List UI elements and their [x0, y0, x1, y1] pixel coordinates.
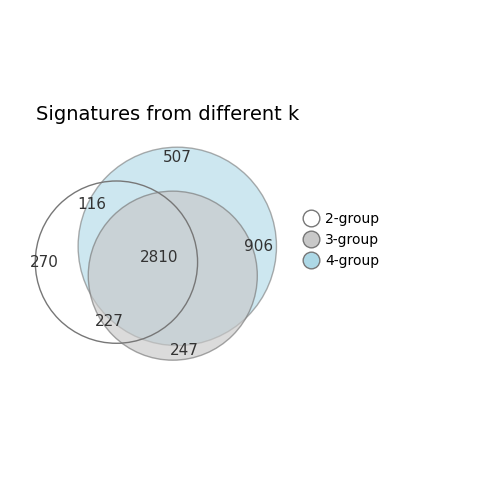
Text: 906: 906	[244, 239, 273, 254]
Legend: 2-group, 3-group, 4-group: 2-group, 3-group, 4-group	[304, 212, 380, 268]
Text: 507: 507	[163, 150, 192, 165]
Circle shape	[88, 191, 258, 360]
Text: 247: 247	[170, 343, 199, 357]
Text: 2810: 2810	[140, 250, 178, 265]
Text: 270: 270	[30, 255, 59, 270]
Text: 227: 227	[95, 314, 124, 330]
Text: 116: 116	[77, 197, 106, 212]
Circle shape	[78, 147, 277, 346]
Title: Signatures from different k: Signatures from different k	[35, 105, 299, 124]
